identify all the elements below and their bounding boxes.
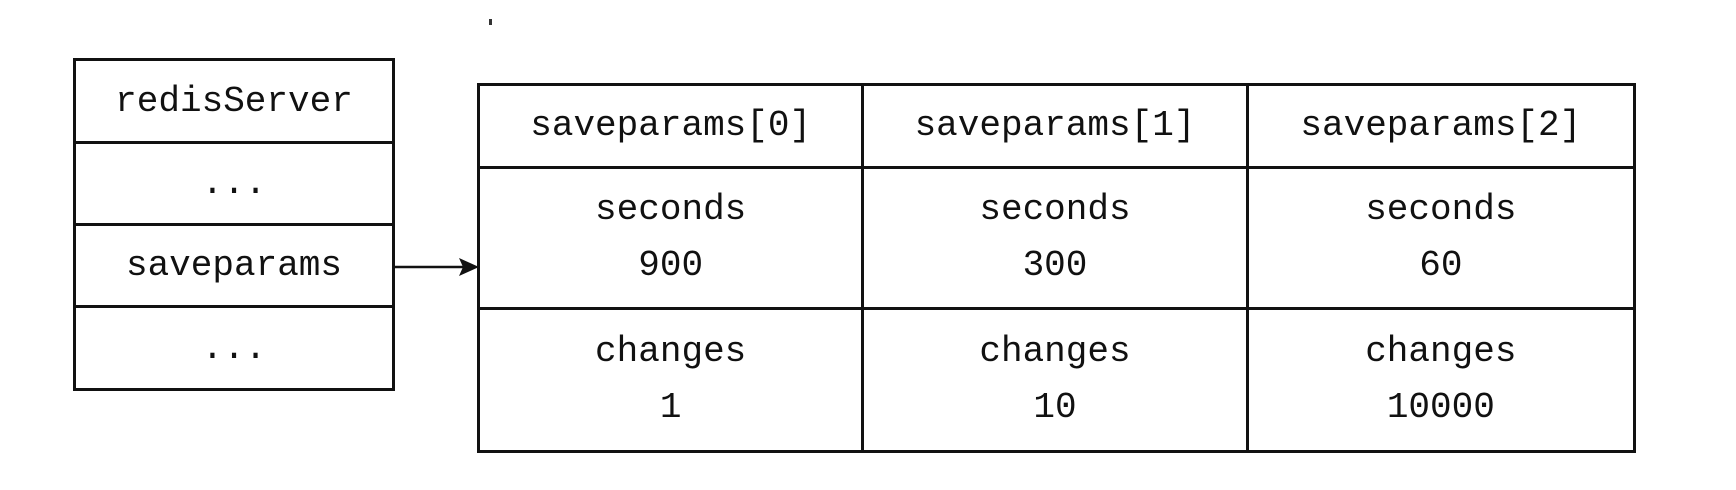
changes-value: 10000: [1386, 387, 1495, 428]
changes-cell-0: changes 1: [480, 310, 865, 450]
stray-dot: [489, 19, 492, 25]
array-header-1: saveparams[1]: [864, 86, 1249, 169]
struct-name: redisServer: [76, 61, 392, 144]
changes-cell-1: changes 10: [864, 310, 1249, 450]
seconds-value: 300: [1022, 245, 1088, 286]
redis-server-struct: redisServer ... saveparams ...: [73, 58, 395, 391]
seconds-cell-1: seconds 300: [864, 169, 1249, 310]
saveparams-array: saveparams[0] saveparams[1] saveparams[2…: [477, 83, 1636, 453]
seconds-cell-2: seconds 60: [1248, 169, 1633, 310]
seconds-label: seconds: [1365, 189, 1517, 230]
pointer-arrow: [395, 258, 479, 276]
seconds-value: 60: [1419, 245, 1463, 286]
changes-value: 10: [1033, 387, 1077, 428]
changes-label: changes: [595, 331, 747, 372]
changes-value: 1: [659, 387, 682, 428]
struct-field-ellipsis-bottom: ...: [201, 327, 267, 369]
seconds-cell-0: seconds 900: [480, 169, 865, 310]
struct-field-ellipsis-top: ...: [76, 144, 392, 226]
seconds-label: seconds: [979, 189, 1131, 230]
changes-cell-2: changes 10000: [1249, 310, 1633, 450]
array-header-2: saveparams[2]: [1248, 86, 1633, 169]
seconds-value: 900: [638, 245, 704, 286]
seconds-label: seconds: [595, 189, 747, 230]
struct-field-saveparams: saveparams: [76, 226, 392, 308]
array-header-0: saveparams[0]: [480, 86, 865, 169]
changes-label: changes: [979, 331, 1131, 372]
changes-label: changes: [1365, 331, 1517, 372]
